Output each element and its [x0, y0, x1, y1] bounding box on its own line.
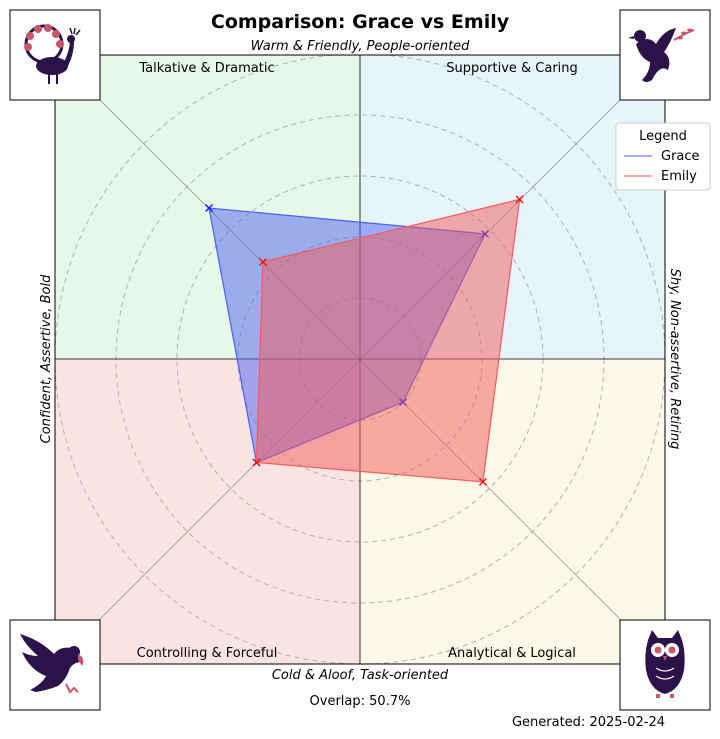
- generated-date: Generated: 2025-02-24: [512, 715, 665, 730]
- quadrant-label-analytical: Analytical & Logical: [448, 646, 576, 661]
- owl-icon-box: [619, 619, 711, 711]
- data-point-emily: [258, 257, 267, 266]
- legend-title: Legend: [639, 129, 687, 144]
- data-point-emily: [515, 195, 524, 204]
- legend-label-emily: Emily: [661, 169, 697, 184]
- data-point-emily: [478, 477, 487, 486]
- data-point-grace: [205, 204, 214, 213]
- dove-icon-box: [619, 9, 711, 101]
- peacock-icon: [24, 24, 81, 84]
- legend: Legend Grace Emily: [615, 122, 711, 191]
- axis-label-right: Shy, Non-assertive, Retiring: [667, 269, 682, 450]
- eagle-icon: [20, 634, 84, 694]
- chart-title: Comparison: Grace vs Emily: [211, 11, 510, 33]
- plot-frame: [54, 54, 666, 665]
- data-point-emily: [252, 458, 261, 467]
- dove-icon: [628, 28, 695, 82]
- series-layer: [205, 195, 524, 486]
- owl-icon: [645, 630, 685, 698]
- axis-label-bottom: Cold & Aloof, Task-oriented: [272, 668, 449, 683]
- quadrant-label-talkative: Talkative & Dramatic: [138, 61, 274, 76]
- overlap-text: Overlap: 50.7%: [310, 694, 411, 709]
- eagle-icon-box: [9, 619, 101, 711]
- legend-label-grace: Grace: [661, 149, 700, 164]
- quadrant-label-controlling: Controlling & Forceful: [137, 646, 278, 661]
- peacock-icon-box: [9, 9, 101, 101]
- legend-box: [615, 122, 711, 191]
- quadrant-label-supportive: Supportive & Caring: [446, 61, 578, 76]
- axis-label-top: Warm & Friendly, People-oriented: [251, 39, 471, 54]
- axis-label-left: Confident, Assertive, Bold: [39, 274, 54, 443]
